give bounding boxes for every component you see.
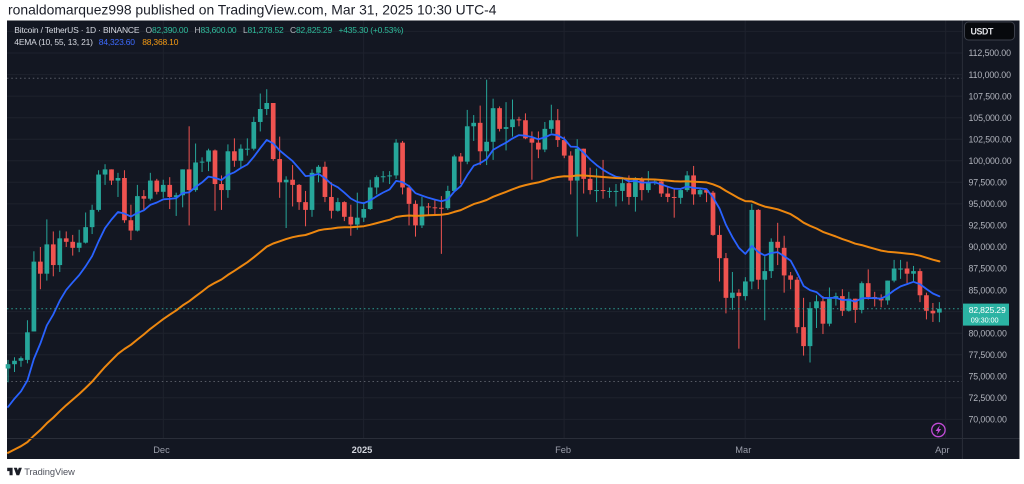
svg-text:2025: 2025 — [352, 445, 373, 455]
svg-text:87,500.00: 87,500.00 — [969, 264, 1007, 274]
svg-text:95,000.00: 95,000.00 — [969, 199, 1007, 209]
svg-text:72,500.00: 72,500.00 — [969, 393, 1007, 403]
svg-text:Feb: Feb — [555, 445, 571, 455]
svg-text:77,500.00: 77,500.00 — [969, 350, 1007, 360]
svg-text:97,500.00: 97,500.00 — [969, 178, 1007, 188]
svg-text:Mar: Mar — [735, 445, 751, 455]
svg-text:80,000.00: 80,000.00 — [969, 328, 1007, 338]
svg-text:Bitcoin / TetherUS · 1D · BINA: Bitcoin / TetherUS · 1D · BINANCE O82,390… — [14, 25, 403, 35]
svg-text:110,000.00: 110,000.00 — [969, 70, 1012, 80]
svg-text:100,000.00: 100,000.00 — [969, 156, 1012, 166]
svg-text:85,000.00: 85,000.00 — [969, 285, 1007, 295]
svg-text:70,000.00: 70,000.00 — [969, 415, 1007, 425]
svg-text:75,000.00: 75,000.00 — [969, 372, 1007, 382]
svg-text:112,500.00: 112,500.00 — [969, 48, 1012, 58]
svg-text:90,000.00: 90,000.00 — [969, 242, 1007, 252]
svg-text:TradingView: TradingView — [24, 467, 75, 477]
svg-text:102,500.00: 102,500.00 — [969, 134, 1012, 144]
svg-text:82,825.29: 82,825.29 — [969, 305, 1006, 315]
svg-text:Dec: Dec — [153, 445, 170, 455]
svg-text:09:30:00: 09:30:00 — [971, 315, 999, 324]
svg-text:ronaldomarquez998 published on: ronaldomarquez998 published on TradingVi… — [8, 1, 497, 17]
svg-text:107,500.00: 107,500.00 — [969, 91, 1012, 101]
svg-text:Apr: Apr — [935, 445, 949, 455]
svg-text:92,500.00: 92,500.00 — [969, 221, 1007, 231]
svg-text:105,000.00: 105,000.00 — [969, 113, 1012, 123]
svg-text:USDT: USDT — [971, 27, 995, 37]
